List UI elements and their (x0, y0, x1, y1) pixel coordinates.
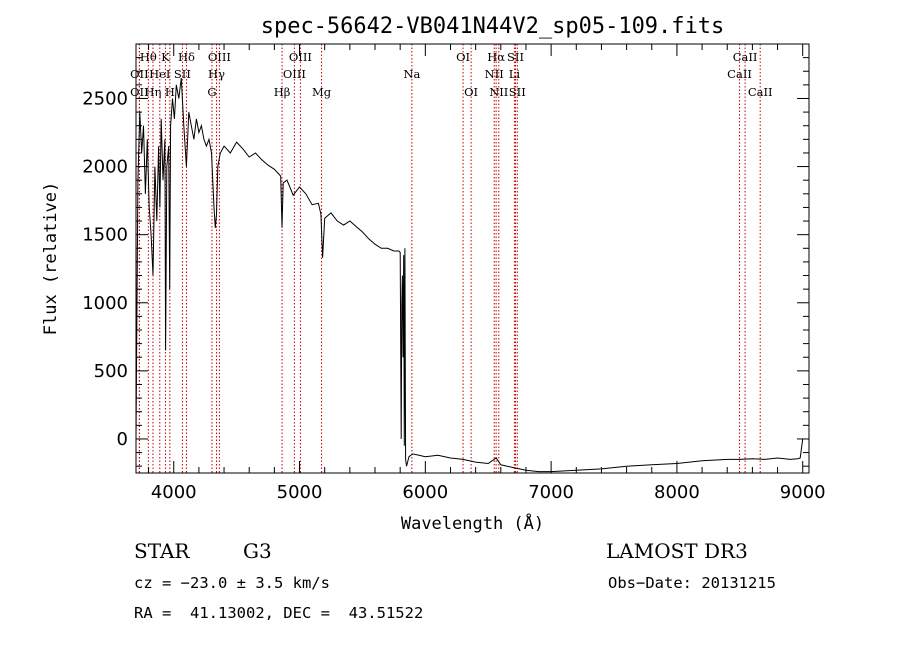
spectral-line-label: OIII (208, 50, 231, 64)
tick-label: 8000 (654, 482, 700, 503)
spectral-line-label: HeI (149, 67, 170, 81)
chart-title: spec-56642-VB041N44V2_sp05-109.fits (261, 14, 725, 39)
spectral-line-label: CaII (733, 50, 758, 64)
flux-series-line (135, 77, 804, 473)
spectral-line-label: Hη (145, 85, 162, 99)
coordinates: RA = 41.13002, DEC = 43.51522 (134, 604, 424, 622)
spectral-line-label: NII (489, 85, 508, 99)
spectral-line-label: OI (456, 50, 470, 64)
spectral-line-label: Hβ (274, 85, 291, 99)
tick-label: 2500 (82, 88, 128, 109)
object-class: STAR (134, 539, 190, 563)
spectral-line-label: Hα (487, 50, 505, 64)
tick-label: 9000 (780, 482, 826, 503)
spectral-line-label: SII (509, 85, 526, 99)
spectral-line-label: Mg (312, 85, 332, 99)
tick-label: 500 (94, 361, 128, 382)
tick-label: 6000 (402, 482, 448, 503)
spectral-line-label: Li (509, 67, 521, 81)
plot-frame (135, 43, 810, 474)
spectral-line-label: G (207, 85, 216, 99)
observation-date: Obs−Date: 20131215 (608, 574, 776, 592)
spectral-line-label: OIII (283, 67, 306, 81)
tick-label: 2000 (82, 157, 128, 178)
tick-label: 5000 (277, 482, 323, 503)
spectral-line-label: SII (507, 50, 524, 64)
tick-label: 1000 (82, 293, 128, 314)
object-subclass: G3 (243, 539, 272, 563)
tick-label: 4000 (151, 482, 197, 503)
x-axis-label: Wavelength (Å) (401, 512, 544, 534)
spectral-line-label: K (161, 50, 170, 64)
y-axis-label: Flux (relative) (41, 182, 61, 336)
axis-ticks: 4000 5000 6000 7000 8000 9000 0 500 1000 1500 2000… (82, 44, 826, 503)
spectral-line-label: OII (130, 67, 149, 81)
spectral-line-label: Hδ (178, 50, 195, 64)
spectral-line-label: NII (485, 67, 504, 81)
spectral-line-label: OI (464, 85, 478, 99)
survey-name: LAMOST DR3 (606, 539, 748, 563)
redshift-velocity: cz = −23.0 ± 3.5 km/s (134, 574, 330, 592)
spectral-line-label: H (165, 85, 175, 99)
spectral-line-label: Hθ (140, 50, 157, 64)
spectral-line-label: OII (130, 85, 149, 99)
spectral-line-label: Na (403, 67, 420, 81)
spectral-line-label: SII (174, 67, 191, 81)
tick-label: 1500 (82, 225, 128, 246)
spectral-line-markers (138, 44, 761, 473)
spectral-line-label: OIII (289, 50, 312, 64)
spectral-line-label: CaII (727, 67, 752, 81)
tick-label: 0 (117, 429, 128, 450)
tick-label: 7000 (528, 482, 574, 503)
spectral-line-label: Hγ (208, 67, 225, 81)
spectral-line-label: CaII (748, 85, 773, 99)
